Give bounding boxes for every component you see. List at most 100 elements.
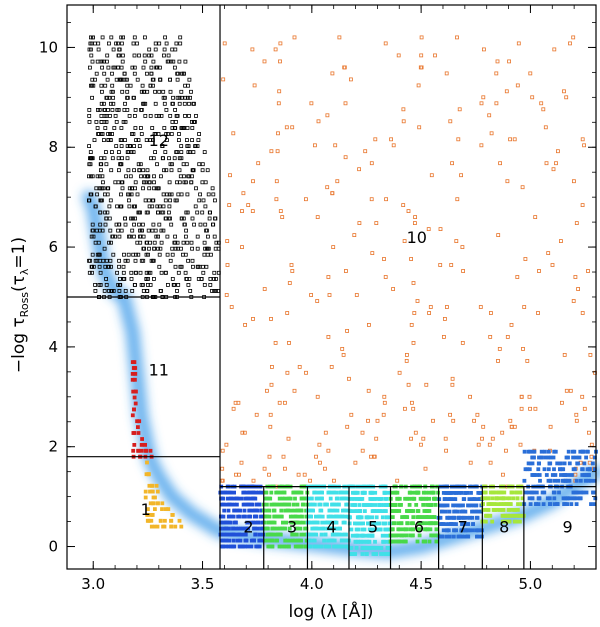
data-point (109, 101, 113, 106)
data-point (108, 228, 113, 233)
data-point (346, 376, 351, 381)
data-point (174, 198, 179, 203)
data-point (111, 288, 116, 293)
data-point (276, 502, 281, 507)
data-point (159, 240, 164, 245)
data-point (89, 53, 94, 58)
y-tick-label: 10 (39, 38, 58, 56)
data-point (141, 180, 146, 185)
data-point (178, 35, 183, 40)
data-point (221, 514, 226, 519)
data-point (88, 258, 92, 263)
data-point (170, 120, 175, 124)
data-point (345, 328, 350, 333)
data-point (327, 293, 332, 297)
data-point (104, 216, 109, 221)
data-point (133, 216, 138, 221)
data-point (500, 472, 505, 477)
data-point (503, 448, 508, 453)
data-point (253, 532, 258, 537)
data-point (272, 514, 277, 519)
data-point (331, 245, 336, 250)
data-point (381, 521, 386, 526)
data-point (386, 552, 391, 556)
data-point (487, 442, 492, 447)
data-point (438, 263, 443, 267)
data-point (120, 89, 125, 94)
data-point (401, 119, 406, 124)
data-point (475, 509, 480, 514)
y-axis-label-suffix: (τ (9, 275, 29, 292)
data-point (282, 466, 287, 471)
data-point (189, 180, 194, 185)
data-point (173, 126, 178, 130)
data-point (237, 532, 242, 537)
data-point (111, 95, 115, 100)
data-point (358, 509, 363, 514)
data-point (251, 520, 256, 525)
data-point (476, 490, 481, 495)
data-point (409, 257, 414, 261)
data-point (504, 513, 509, 518)
data-point (87, 108, 92, 112)
data-point (242, 508, 247, 513)
data-point (575, 496, 579, 501)
data-point (170, 47, 175, 52)
data-point (153, 101, 158, 106)
data-point (119, 65, 124, 70)
data-point (362, 539, 367, 544)
data-point (572, 179, 576, 184)
data-point (130, 360, 135, 365)
data-point (221, 490, 226, 495)
data-point (288, 514, 293, 519)
data-point (160, 501, 165, 506)
data-point (154, 186, 159, 191)
data-point (308, 508, 313, 513)
data-point (166, 53, 171, 58)
data-point (124, 174, 128, 179)
data-point (137, 222, 141, 227)
data-point (552, 502, 557, 507)
data-point (102, 114, 107, 118)
data-point (179, 89, 184, 94)
data-point (269, 490, 274, 495)
data-point (415, 299, 420, 303)
data-point (268, 412, 273, 417)
data-point (488, 334, 493, 339)
data-point (370, 251, 375, 256)
data-point (267, 472, 271, 477)
data-point (523, 257, 528, 261)
data-point (375, 521, 380, 526)
data-point (442, 316, 447, 321)
data-point (149, 258, 154, 263)
data-point (334, 544, 339, 549)
data-point (256, 520, 260, 525)
data-point (468, 394, 473, 399)
data-point (161, 524, 166, 529)
data-point (104, 162, 109, 167)
data-point (118, 276, 122, 281)
data-point (129, 270, 134, 275)
data-point (339, 544, 344, 549)
data-point (443, 436, 448, 441)
series-region-5 (347, 484, 393, 556)
data-point (90, 35, 95, 40)
data-point (197, 162, 202, 167)
data-point (170, 246, 175, 251)
data-point (243, 322, 248, 327)
data-point (141, 168, 146, 173)
data-point (448, 119, 453, 124)
data-point (147, 246, 151, 251)
data-point (176, 71, 180, 76)
data-point (152, 507, 157, 512)
data-point (103, 83, 108, 88)
data-point (183, 95, 188, 100)
data-point (259, 490, 264, 495)
y-tick-label: 4 (48, 338, 58, 356)
data-point (304, 370, 308, 375)
data-point (179, 246, 183, 251)
data-point (160, 507, 164, 512)
data-point (184, 276, 189, 281)
data-point (541, 502, 546, 507)
data-point (338, 490, 343, 495)
